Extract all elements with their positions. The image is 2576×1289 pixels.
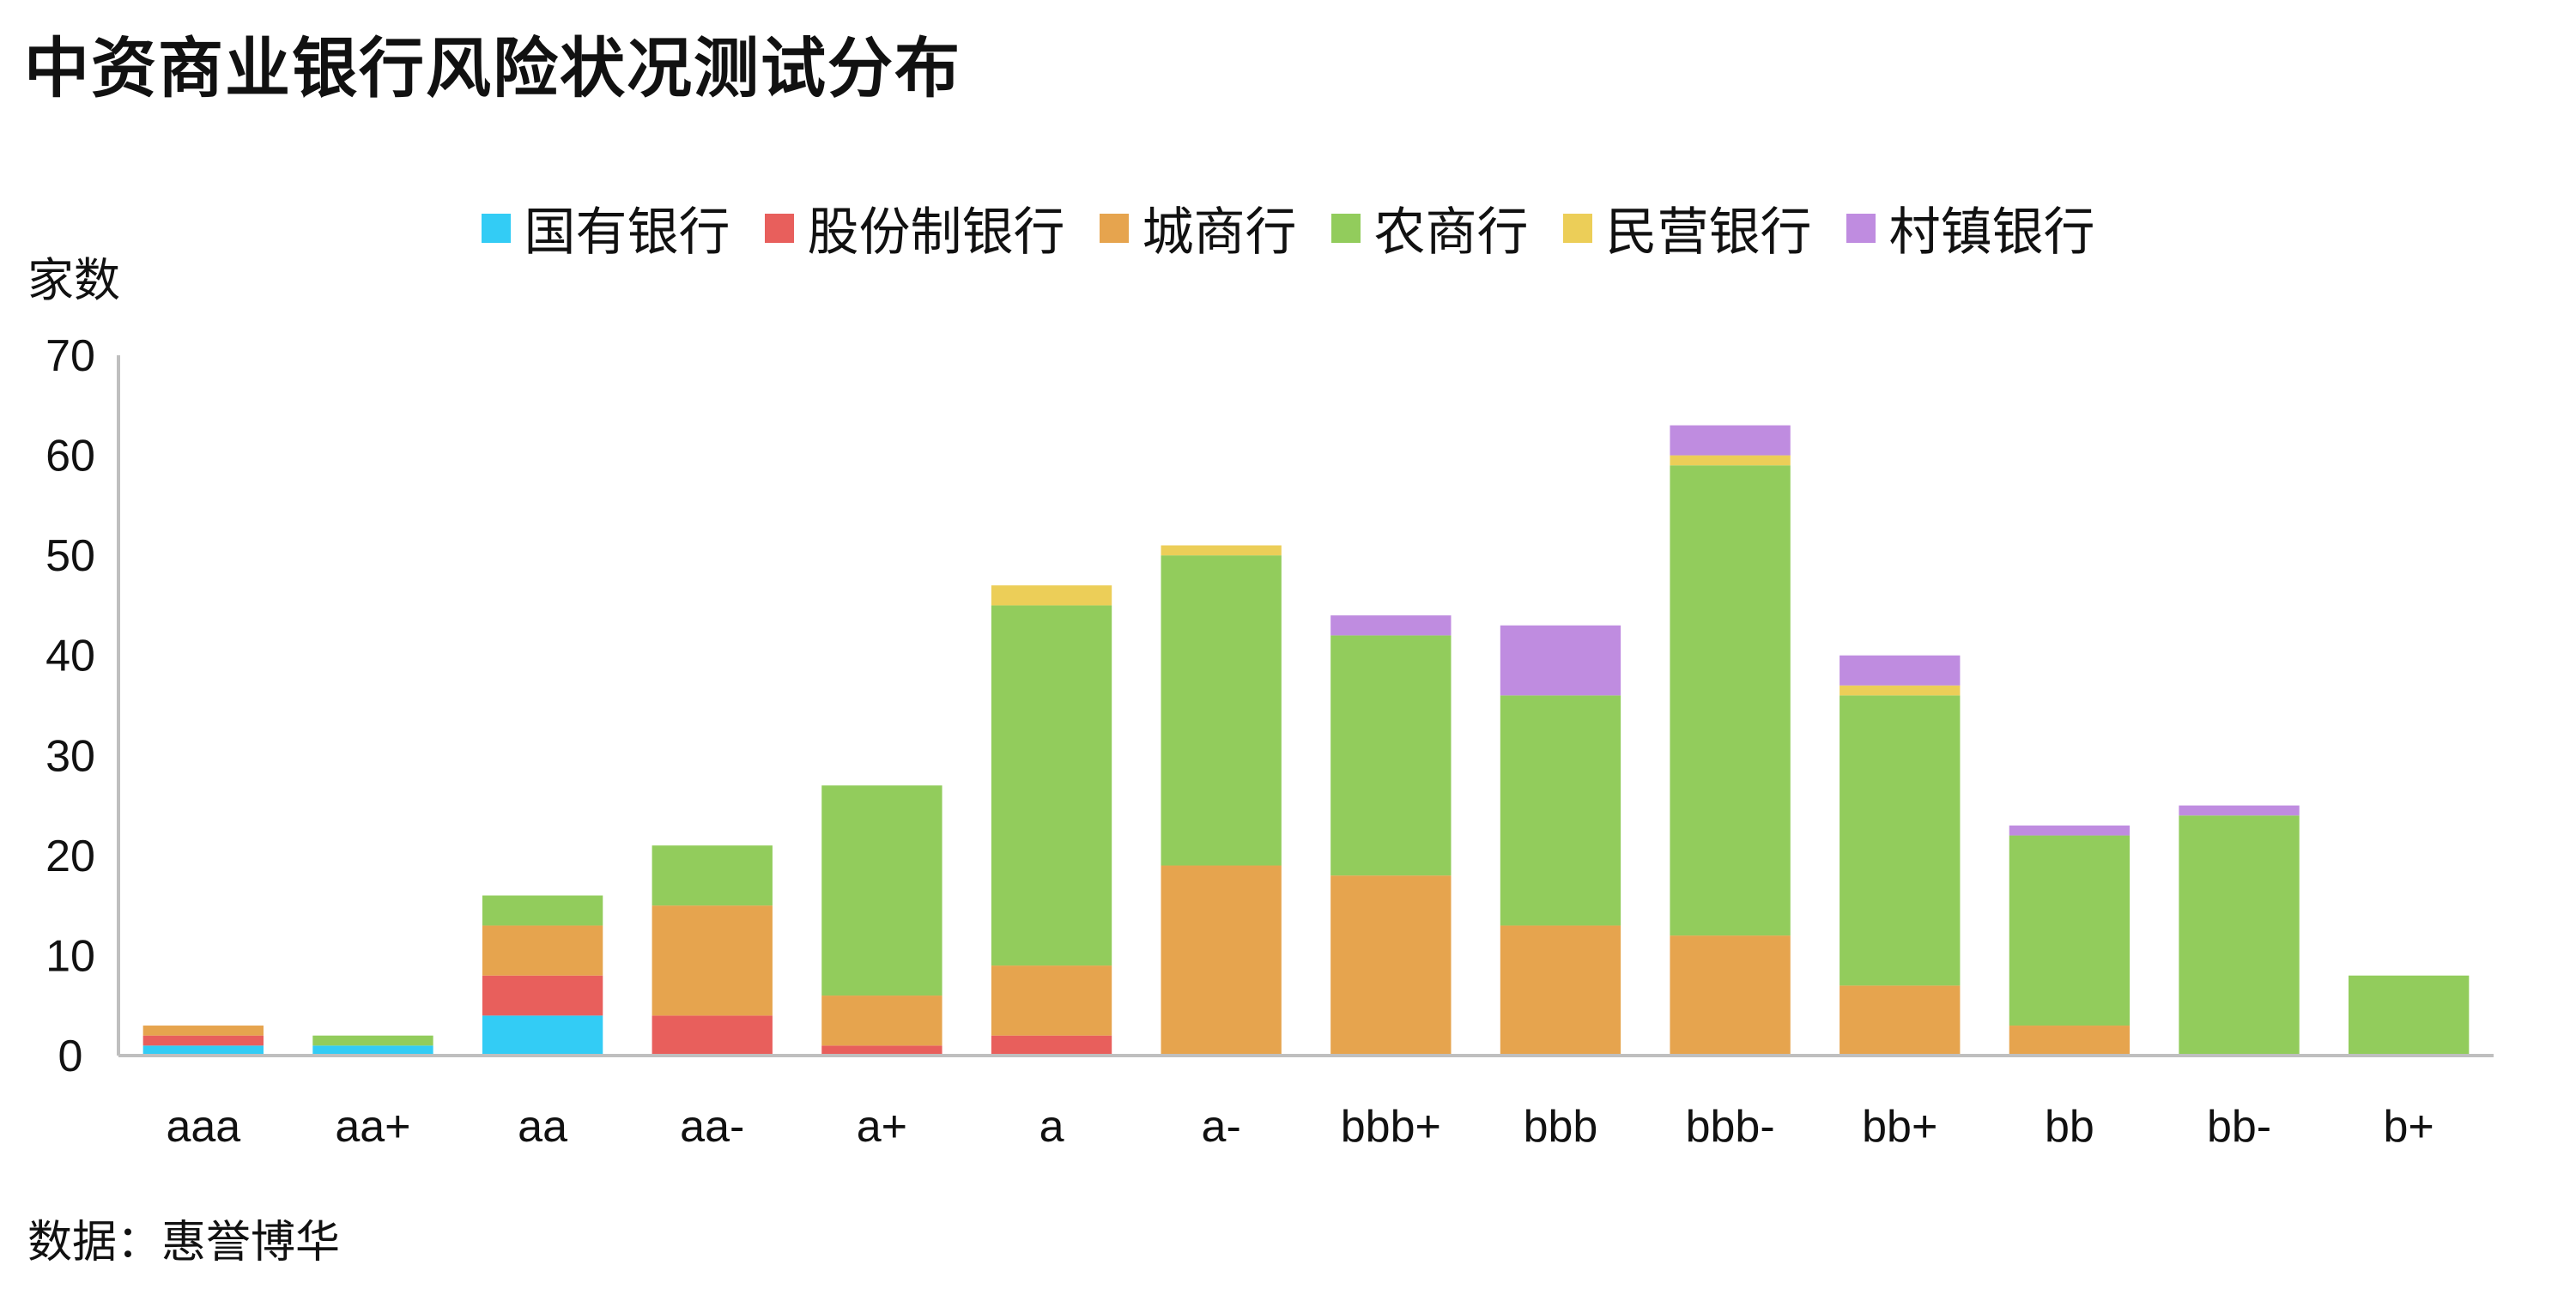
- bar-segment: [482, 1015, 603, 1056]
- bar-segment: [1670, 465, 1791, 936]
- bar-segment: [991, 965, 1112, 1036]
- bar-segment: [821, 1045, 943, 1056]
- legend-item: 民营银行: [1562, 191, 1812, 265]
- x-tick-label: bbb+: [1341, 1102, 1441, 1152]
- chart-legend: 国有银行 股份制银行 城商行 农商行 民营银行 村镇银行: [0, 191, 2576, 265]
- bar-segment: [482, 895, 603, 926]
- bar-segment: [821, 785, 943, 996]
- bar-segment: [2009, 835, 2131, 1026]
- bar-segment: [2179, 805, 2300, 816]
- legend-item: 股份制银行: [764, 191, 1065, 265]
- legend-label: 村镇银行: [1888, 203, 2095, 263]
- bar-segment: [1161, 545, 1282, 556]
- y-tick-label: 50: [45, 531, 95, 581]
- bar-segment: [1330, 875, 1452, 1056]
- x-tick-label: aaa: [166, 1102, 240, 1152]
- legend-label: 农商行: [1373, 203, 1529, 263]
- bar-segment: [1161, 555, 1282, 866]
- legend-swatch: [1330, 213, 1361, 243]
- bar-segment: [2009, 825, 2131, 836]
- y-tick-label: 20: [45, 832, 95, 881]
- x-tick-label: bb-: [2207, 1102, 2271, 1152]
- legend-swatch: [1846, 213, 1876, 243]
- bar-segment: [821, 995, 943, 1046]
- y-tick-label: 0: [58, 1032, 83, 1081]
- legend-label: 股份制银行: [807, 203, 1065, 263]
- legend-swatch: [481, 213, 511, 243]
- bar-segment: [142, 1026, 264, 1036]
- y-tick-label: 30: [45, 731, 95, 781]
- legend-swatch: [1099, 213, 1129, 243]
- bar-segment: [1840, 685, 1961, 696]
- bar-segment: [991, 605, 1112, 966]
- legend-swatch: [1562, 213, 1592, 243]
- bar-segment: [1840, 655, 1961, 686]
- x-tick-label: aa-: [680, 1102, 744, 1152]
- bar-segment: [1840, 985, 1961, 1056]
- y-axis-label: 家数: [27, 253, 120, 307]
- x-tick-label: a+: [857, 1102, 907, 1152]
- legend-item: 城商行: [1099, 191, 1297, 265]
- legend-label: 国有银行: [524, 203, 730, 263]
- x-tick-label: bbb-: [1686, 1102, 1775, 1152]
- legend-item: 村镇银行: [1846, 191, 2095, 265]
- legend-item: 农商行: [1330, 191, 1529, 265]
- x-tick-label: a-: [1202, 1102, 1241, 1152]
- bar-segment: [142, 1045, 264, 1056]
- x-tick-label: b+: [2384, 1102, 2434, 1152]
- bar-segment: [1670, 455, 1791, 466]
- x-tick-label: bb: [2045, 1102, 2094, 1152]
- x-tick-label: aa: [518, 1102, 567, 1152]
- bar-segment: [1500, 625, 1621, 696]
- y-tick-label: 40: [45, 632, 95, 681]
- bar-segment: [652, 905, 773, 1016]
- chart-title: 中资商业银行风险状况测试分布: [24, 30, 961, 106]
- data-source-note: 数据：惠誉博华: [27, 1217, 341, 1268]
- bar-segment: [1670, 425, 1791, 456]
- y-tick-label: 60: [45, 432, 95, 481]
- bar-segment: [312, 1035, 433, 1046]
- bars-layer: [142, 425, 2470, 1056]
- x-tick-label: bb+: [1862, 1102, 1937, 1152]
- bar-segment: [482, 975, 603, 1016]
- x-tick-label: bbb: [1524, 1102, 1598, 1152]
- x-tick-labels: aaa aa+ aa aa-a+ a a-bbb+ bbb bbb-bb+ bb bb-b+: [166, 1102, 2434, 1152]
- y-tick-label: 70: [45, 331, 95, 381]
- bar-segment: [312, 1045, 433, 1056]
- bar-segment: [1161, 865, 1282, 1056]
- legend-label: 民营银行: [1605, 203, 1812, 263]
- bar-segment: [2179, 815, 2300, 1056]
- bar-segment: [142, 1035, 264, 1046]
- bar-segment: [2349, 975, 2470, 1056]
- bar-segment: [1840, 695, 1961, 986]
- bar-segment: [652, 1015, 773, 1056]
- bar-segment: [1500, 925, 1621, 1056]
- y-tick-labels: 0 10 20 30 40 50 60 70: [45, 331, 95, 1081]
- y-tick-label: 10: [45, 931, 95, 981]
- x-tick-label: aa+: [335, 1102, 410, 1152]
- bar-segment: [1330, 635, 1452, 876]
- bar-segment: [482, 925, 603, 976]
- bar-segment: [1500, 695, 1621, 926]
- bar-segment: [2009, 1026, 2131, 1056]
- x-tick-label: a: [1039, 1102, 1064, 1152]
- bar-segment: [1670, 935, 1791, 1056]
- bar-segment: [1330, 615, 1452, 636]
- bar-segment: [991, 585, 1112, 606]
- legend-swatch: [764, 213, 794, 243]
- bar-segment: [991, 1035, 1112, 1056]
- legend-label: 城商行: [1142, 203, 1297, 263]
- bar-segment: [652, 845, 773, 906]
- legend-item: 国有银行: [481, 191, 730, 265]
